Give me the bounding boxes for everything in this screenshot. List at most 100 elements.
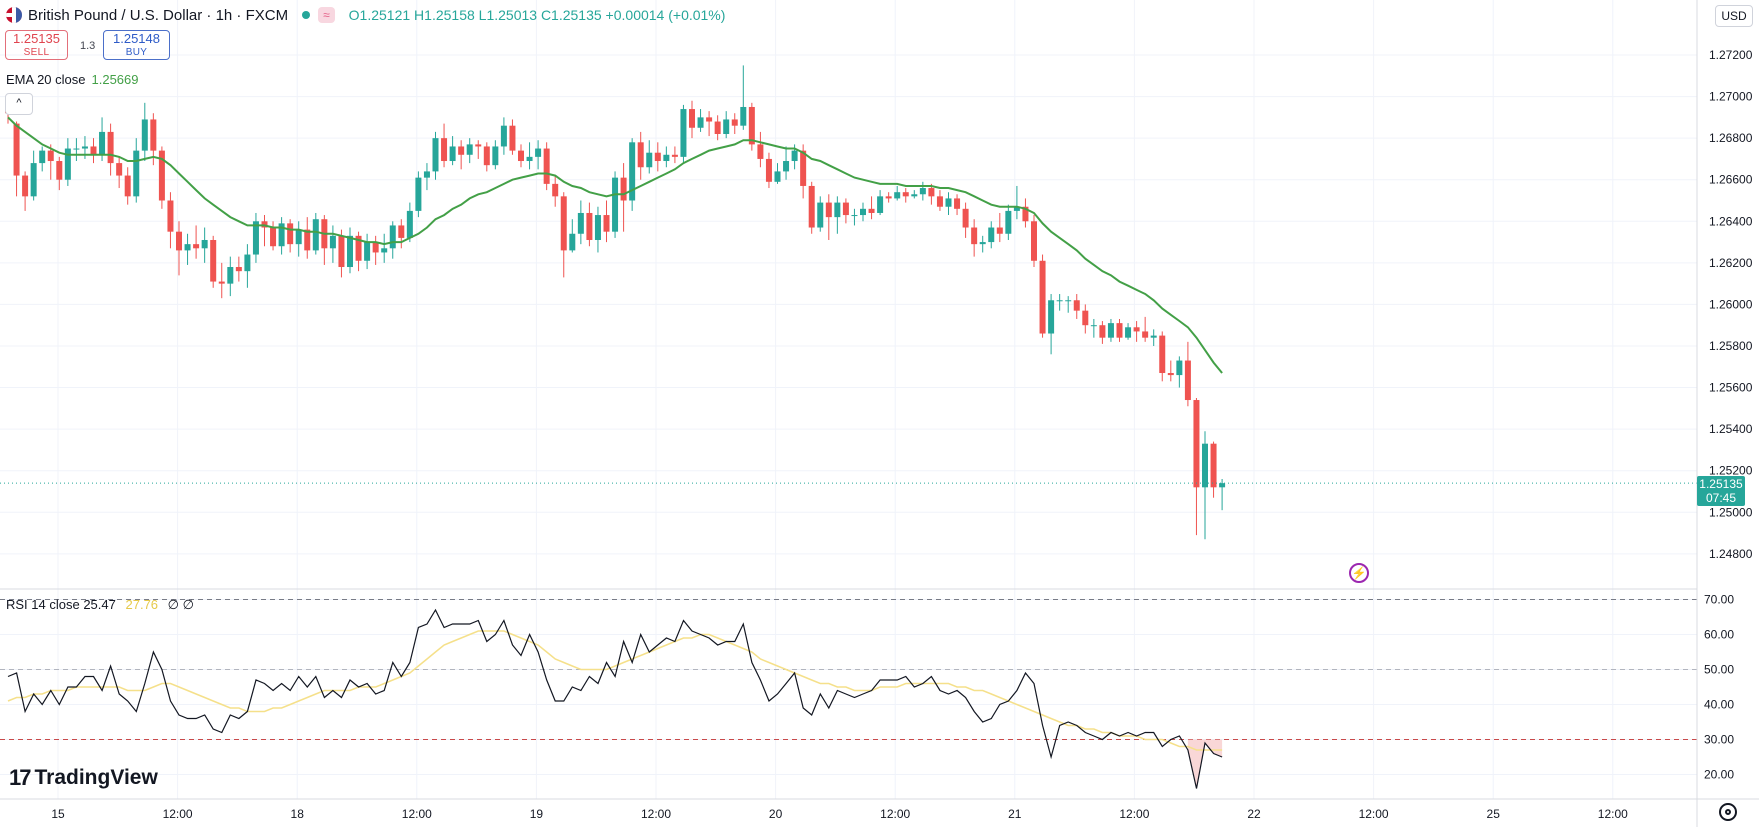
candle-body [1031, 221, 1037, 261]
candle [304, 217, 311, 259]
replay-wave-icon[interactable]: ≈ [318, 7, 335, 23]
candle-body [1065, 300, 1072, 302]
candle [1013, 185, 1020, 220]
rsi-legend[interactable]: RSI 14 close 25.47 27.76 ∅ ∅ [6, 597, 194, 613]
price-tick-label: 1.24800 [1709, 547, 1753, 561]
rsi-line [7, 608, 1223, 789]
candle-body [894, 192, 901, 199]
ema-line [7, 116, 1223, 374]
ema-value: 1.25669 [91, 72, 139, 87]
candle [372, 235, 379, 265]
candle-body [748, 106, 755, 145]
last-price-tag: 1.25135 07:45 [1697, 476, 1745, 506]
candle-body [808, 185, 815, 228]
buy-button[interactable]: 1.25148 BUY [103, 30, 170, 60]
time-tick-label: 18 [291, 807, 305, 821]
bolt-icon[interactable]: ⚡ [1349, 563, 1369, 583]
candle-body [936, 196, 943, 207]
candle-body [535, 148, 542, 157]
candle-body [1210, 443, 1217, 488]
candle-body [1107, 323, 1114, 338]
candle-body [518, 150, 524, 162]
price-tick-label: 1.25400 [1709, 422, 1753, 436]
candle-body [406, 210, 413, 238]
candle-body [278, 223, 285, 247]
candle [902, 188, 909, 203]
ema-label: EMA 20 close [6, 72, 86, 87]
currency-button[interactable]: USD [1715, 5, 1753, 27]
sell-label: SELL [23, 47, 50, 58]
candle-body [133, 150, 140, 197]
candle-body [971, 227, 978, 245]
candle [663, 146, 670, 168]
candle-body [432, 138, 439, 172]
tradingview-logo[interactable]: 17 TradingView [9, 765, 158, 791]
candle [210, 235, 217, 288]
price-tick-label: 1.26200 [1709, 256, 1753, 270]
candle [928, 183, 935, 205]
candle [877, 190, 884, 216]
time-tick-label: 12:00 [402, 807, 432, 821]
candle-body [1022, 206, 1029, 222]
candle [381, 233, 388, 263]
candle-body [689, 109, 695, 128]
candle-body [304, 229, 311, 251]
candle-body [167, 200, 174, 232]
candle [355, 231, 362, 272]
candle [261, 215, 268, 247]
time-tick-label: 12:00 [1119, 807, 1149, 821]
time-tick-label: 20 [769, 807, 783, 821]
candle-body [492, 146, 499, 166]
candle [432, 131, 439, 180]
rsi-levels [0, 599, 1697, 740]
candle [1090, 318, 1097, 338]
candle [252, 212, 259, 263]
time-axis: 15 12:00 18 12:00 19 12:00 20 12:00 21 12:00 22 12:… [51, 807, 1628, 821]
candle-body [928, 188, 935, 197]
candle [774, 163, 781, 184]
candle [919, 181, 926, 201]
candle [518, 144, 524, 168]
price-tick-label: 1.26400 [1709, 214, 1753, 228]
candle-body [697, 117, 704, 128]
price-tick-label: 1.27200 [1709, 48, 1753, 62]
rsi-oversold-fill [1187, 739, 1223, 789]
candle [706, 111, 713, 137]
time-tick-label: 12:00 [1359, 807, 1389, 821]
price-tick-label: 1.25200 [1709, 464, 1753, 478]
buy-price: 1.25148 [113, 31, 160, 46]
candle-body [381, 248, 388, 253]
candle-body [1116, 323, 1123, 338]
candle [996, 212, 1003, 243]
sell-button[interactable]: 1.25135 SELL [5, 30, 68, 60]
candle [1082, 304, 1089, 334]
candle [971, 219, 978, 257]
candle [1133, 321, 1140, 342]
candle [654, 142, 661, 172]
chevron-up-icon: ^ [16, 97, 22, 109]
symbol-title[interactable]: British Pound / U.S. Dollar · 1h · FXCM [28, 6, 289, 24]
candle [389, 221, 396, 259]
ema-legend[interactable]: EMA 20 close 1.25669 [6, 72, 139, 87]
candle-body [500, 125, 507, 147]
ohlc-values: O1.25121 H1.25158 L1.25013 C1.25135 +0.0… [348, 7, 726, 23]
candle [441, 123, 448, 168]
rsi-axis: 20.00 30.00 40.00 50.00 60.00 70.00 [1704, 593, 1734, 782]
rsi-tick-label: 70.00 [1704, 593, 1734, 607]
candle-body [1150, 335, 1157, 338]
candle-body [347, 235, 353, 268]
time-tick-label: 12:00 [1598, 807, 1628, 821]
candle-body [851, 215, 858, 217]
candle-body [817, 202, 824, 228]
candle-body [73, 148, 80, 150]
candle [543, 142, 550, 191]
collapse-legend-button[interactable]: ^ [5, 93, 33, 115]
candle-body [99, 131, 106, 155]
candle-body [1184, 360, 1191, 401]
candle-body [1082, 310, 1089, 326]
settings-gear-icon[interactable] [1719, 803, 1737, 821]
chart-header: British Pound / U.S. Dollar · 1h · FXCM … [6, 4, 725, 26]
candle-body [988, 227, 995, 243]
candle-body [30, 163, 37, 197]
